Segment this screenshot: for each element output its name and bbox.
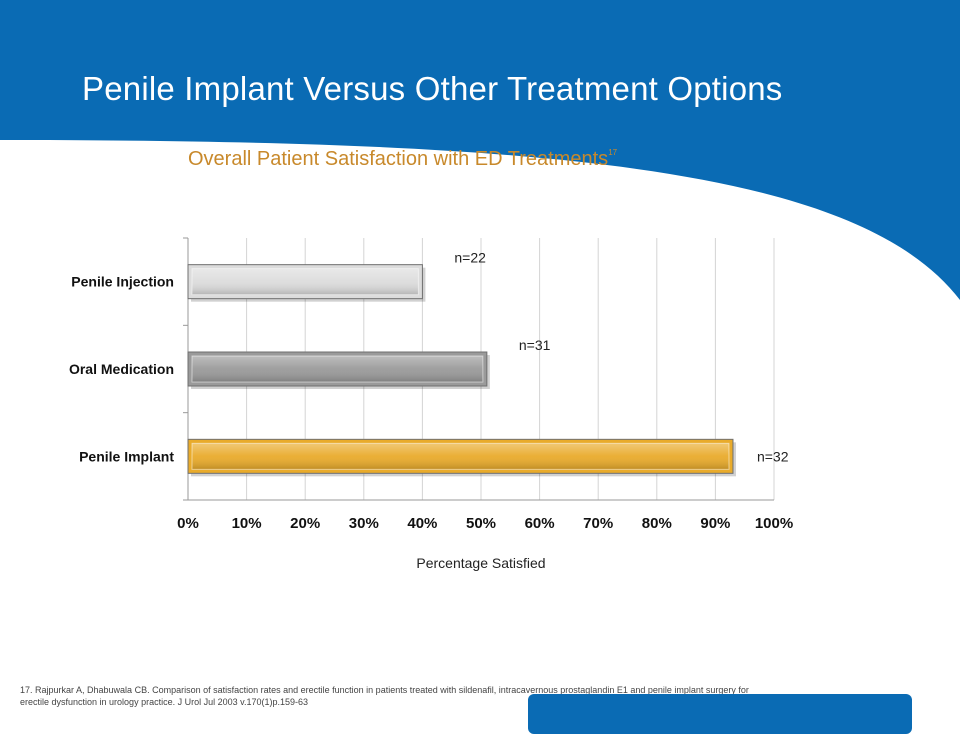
category-label: Penile Implant: [79, 448, 174, 464]
x-tick-label: 0%: [177, 515, 199, 532]
category-label: Oral Medication: [69, 361, 174, 377]
x-tick-label: 10%: [232, 515, 262, 532]
chart-title: Overall Patient Satisfaction with ED Tre…: [188, 148, 617, 171]
x-tick-label: 70%: [583, 515, 613, 532]
x-tick-label: 60%: [525, 515, 555, 532]
bars: [187, 264, 736, 477]
bar-bevel: [191, 355, 484, 383]
data-label: n=31: [519, 337, 551, 353]
footer-accent-bar: [528, 694, 912, 734]
x-tick-label: 50%: [466, 515, 496, 532]
data-label: n=32: [757, 448, 789, 464]
bar-bevel: [191, 442, 730, 470]
x-tick-label: 90%: [700, 515, 730, 532]
x-tick-label: 30%: [349, 515, 379, 532]
slide-title: Penile Implant Versus Other Treatment Op…: [82, 70, 783, 107]
x-tick-label: 40%: [407, 515, 437, 532]
x-axis-title: Percentage Satisfied: [416, 555, 545, 571]
bar-bevel: [191, 268, 419, 296]
labels: 0% 10% 20% 30% 40% 50% 60% 70% 80% 90% 100% Penile …: [69, 250, 793, 571]
citation-footnote: 17. Rajpurkar A, Dhabuwala CB. Compariso…: [20, 685, 749, 707]
x-tick-label: 20%: [290, 515, 320, 532]
citation-superscript: 17: [608, 148, 618, 157]
data-label: n=22: [454, 250, 486, 266]
x-tick-label: 100%: [755, 515, 793, 532]
x-tick-label: 80%: [642, 515, 672, 532]
chart-title-text: Overall Patient Satisfaction with ED Tre…: [188, 148, 609, 170]
category-label: Penile Injection: [71, 274, 174, 290]
